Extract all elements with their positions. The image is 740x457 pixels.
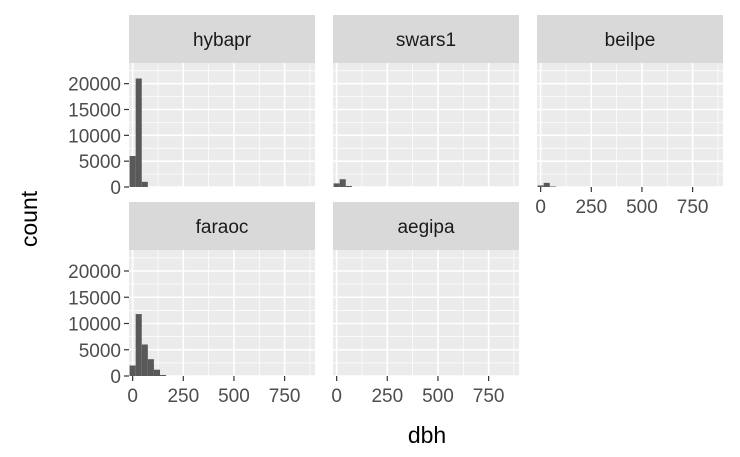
facet-panel: beilpe 0 250 500 750 <box>535 15 723 218</box>
panel-background <box>333 250 519 376</box>
y-tick-label: 15000 <box>68 288 121 309</box>
histogram-bar <box>141 181 148 187</box>
facet-strip <box>537 15 723 63</box>
y-tick-label: 10000 <box>68 315 121 336</box>
x-tick-label: 500 <box>218 386 250 407</box>
histogram-bar <box>160 374 167 376</box>
y-tick-label: 20000 <box>68 262 121 283</box>
facet-panel: hybapr 0 5000 10000 15000 20000 <box>68 15 315 199</box>
panel-background <box>129 250 315 376</box>
facet-strip-label: swars1 <box>396 30 456 51</box>
facet-panel: aegipa 0 250 500 750 <box>331 202 519 407</box>
panel-background <box>537 63 723 187</box>
histogram-bar <box>345 185 352 187</box>
x-tick-label: 750 <box>269 386 301 407</box>
histogram-bar <box>141 344 148 376</box>
histogram-bar <box>543 182 550 187</box>
histogram-bar <box>147 359 154 376</box>
histogram-bar <box>135 314 142 376</box>
facet-strip <box>129 202 315 250</box>
facet-strip-label: aegipa <box>397 217 454 238</box>
x-tick-label: 250 <box>575 197 607 218</box>
y-axis-title: count <box>16 190 42 247</box>
x-tick-label: 0 <box>331 386 342 407</box>
y-tick-label: 5000 <box>79 152 121 173</box>
x-tick-label: 0 <box>535 197 546 218</box>
x-tick-label: 250 <box>371 386 403 407</box>
facet-strip-label: beilpe <box>605 30 656 51</box>
y-tick-label: 15000 <box>68 101 121 122</box>
x-tick-label: 250 <box>167 386 199 407</box>
y-tick-label: 20000 <box>68 75 121 96</box>
facet-panel: faraoc 0 5000 10000 15000 20000 0 250 500 750 <box>68 202 315 407</box>
x-tick-label: 500 <box>422 386 454 407</box>
y-tick-label: 0 <box>110 178 121 199</box>
histogram-bar <box>129 365 136 376</box>
panel-background <box>333 63 519 187</box>
x-tick-label: 500 <box>626 197 658 218</box>
histogram-bar <box>333 183 340 187</box>
facet-panel: swars1 <box>333 15 519 188</box>
y-tick-label: 0 <box>110 367 121 388</box>
histogram-bar <box>129 156 136 187</box>
histogram-bar <box>339 179 346 187</box>
histogram-bar <box>549 186 556 187</box>
facet-strip <box>333 15 519 63</box>
histogram-bar <box>153 369 160 376</box>
facet-strip-label: hybapr <box>193 30 252 51</box>
histogram-bar <box>537 185 544 187</box>
facet-strip <box>129 15 315 63</box>
x-tick-label: 750 <box>677 197 709 218</box>
x-tick-label: 0 <box>127 386 138 407</box>
x-axis-title: dbh <box>408 422 446 448</box>
facet-strip <box>333 202 519 250</box>
panel-background <box>129 63 315 187</box>
histogram-bar <box>135 78 142 187</box>
x-tick-label: 750 <box>473 386 505 407</box>
y-tick-label: 5000 <box>79 341 121 362</box>
y-tick-label: 10000 <box>68 126 121 147</box>
facet-strip-label: faraoc <box>196 217 249 238</box>
